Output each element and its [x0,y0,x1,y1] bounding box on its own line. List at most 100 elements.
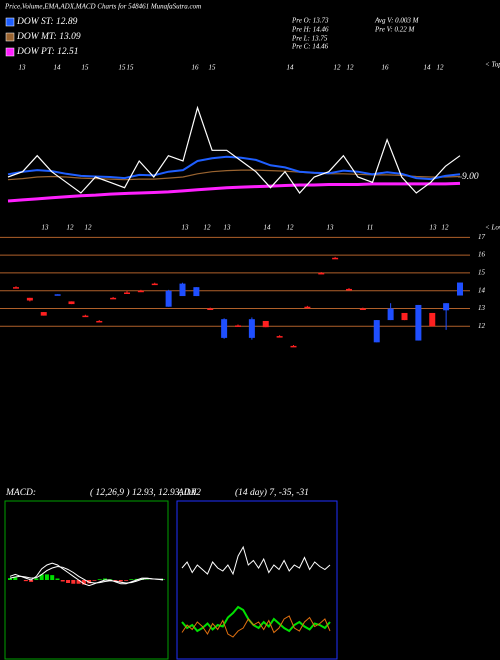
candle-body [124,292,130,294]
candle-body [96,320,103,323]
candle-body [318,272,325,275]
legend-swatch [5,32,15,42]
lows-label: < Lows [485,224,500,232]
candle-body [443,303,450,311]
histogram-bar [71,580,76,584]
candle-body [179,283,186,297]
top-label: 16 [192,64,200,72]
y-tick-label: 13 [478,304,486,312]
candle-body [415,304,422,341]
histogram-bar [129,579,134,580]
candle-body [248,319,255,338]
histogram-bar [60,580,65,582]
top-label: 15 [82,64,90,72]
histogram-bar [8,578,12,580]
histogram-bar [87,580,92,584]
candle-body [401,312,408,321]
series-line [181,545,331,576]
histogram-bar [50,575,55,580]
series-line [181,605,331,633]
top-label: 15 [209,64,217,72]
candle-body [137,290,144,293]
candle-body [165,290,172,307]
histogram-bar [81,580,86,585]
low-label: 12 [67,224,75,232]
histogram-bar [29,580,34,582]
top-label: 14 [287,64,295,72]
top-label: 12 [437,64,445,72]
histogram-bar [39,574,44,580]
info: Pre O: 13.73 [291,17,329,25]
top-label: 13 [19,64,27,72]
panel-border [176,500,338,660]
candle-body [235,325,241,327]
y-tick-label: 9.00 [462,172,479,182]
legend-label: DOW MT: 13.09 [16,32,81,42]
y-tick-label: 14 [478,286,486,294]
candle-body [26,297,33,301]
candle-body [276,336,283,338]
tops-label: < Tops [485,61,500,69]
adx-subtitle: (14 day) 7, -35, -31 [235,487,309,498]
histogram-bar [76,580,81,584]
candle-body [13,287,19,289]
y-tick-label: 15 [478,269,486,277]
y-tick-label: 17 [478,233,486,241]
histogram-bar [66,580,71,583]
candle-body [110,297,117,300]
candle-body [262,320,269,328]
candle-body [221,319,228,338]
top-label: 14 [54,64,62,72]
info: Pre L: 13.75 [291,35,328,43]
top-label: 12 [334,64,342,72]
series-line [7,105,461,194]
info: Pre V: 0.22 M [374,26,415,34]
top-label: 16 [382,64,390,72]
y-tick-label: 16 [478,251,486,259]
histogram-bar [118,580,123,582]
candle-body [373,320,380,343]
info: Avg V: 0.003 M [374,17,420,25]
legend-swatch [5,47,15,57]
candle-body [387,308,394,321]
histogram-bar [13,577,18,580]
low-label: 12 [287,224,295,232]
y-tick-label: 12 [478,322,486,330]
top-label: 12 [347,64,355,72]
candle-body [346,288,352,291]
series-line [7,155,461,181]
low-label: 13 [42,224,50,232]
top-label: 15 [119,64,127,72]
histogram-bar [55,578,60,580]
candle-body [332,257,339,260]
histogram-bar [34,578,39,580]
low-label: 13 [327,224,335,232]
macd-title: MACD: [5,488,36,498]
series-line [181,615,331,638]
top-label: 15 [127,64,135,72]
legend-swatch [5,17,15,27]
low-label: 14 [264,224,272,232]
candle-body [68,301,75,305]
macd-subtitle: ( 12,26,9 ) 12.93, 12.93, 0.02 [90,487,201,498]
low-label: 13 [224,224,232,232]
series-line [7,181,461,203]
series-line [9,562,163,587]
histogram-bar [102,578,107,580]
candle-body [290,345,297,348]
low-label: 13 [430,224,438,232]
histogram-bar [134,578,139,580]
candle-body [429,312,436,327]
histogram-bar [23,580,28,582]
candle-body [54,294,61,296]
adx-title: ADX [177,488,198,498]
candle-body [207,308,214,311]
histogram-bar [44,574,49,580]
low-label: 12 [204,224,212,232]
chart-title: Price,Volume,EMA,ADX,MACD Charts for 548… [4,3,201,11]
info: Pre C: 14.46 [291,43,329,51]
low-label: 13 [182,224,190,232]
legend-label: DOW ST: 12.89 [16,17,78,27]
